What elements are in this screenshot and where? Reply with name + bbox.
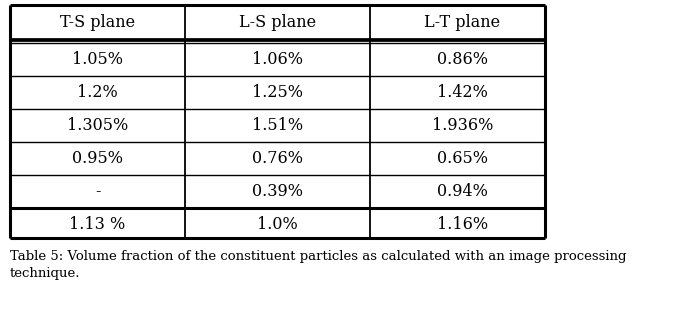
Text: 1.2%: 1.2% xyxy=(77,84,118,101)
Text: 1.16%: 1.16% xyxy=(437,216,488,233)
Text: 0.95%: 0.95% xyxy=(72,150,123,167)
Text: 1.305%: 1.305% xyxy=(67,117,128,134)
Text: L-S plane: L-S plane xyxy=(239,14,316,31)
Text: 1.936%: 1.936% xyxy=(432,117,493,134)
Text: 1.0%: 1.0% xyxy=(257,216,298,233)
Text: 0.39%: 0.39% xyxy=(252,183,303,200)
Text: 1.13 %: 1.13 % xyxy=(70,216,125,233)
Text: T-S plane: T-S plane xyxy=(60,14,135,31)
Text: 1.51%: 1.51% xyxy=(252,117,303,134)
Text: 0.65%: 0.65% xyxy=(437,150,488,167)
Text: 1.05%: 1.05% xyxy=(72,51,123,68)
Text: 1.25%: 1.25% xyxy=(252,84,303,101)
Text: 0.94%: 0.94% xyxy=(437,183,488,200)
Text: 0.86%: 0.86% xyxy=(437,51,488,68)
Text: 1.06%: 1.06% xyxy=(252,51,303,68)
Text: Table 5: Volume fraction of the constituent particles as calculated with an imag: Table 5: Volume fraction of the constitu… xyxy=(10,250,626,280)
Text: 1.42%: 1.42% xyxy=(437,84,488,101)
Text: -: - xyxy=(95,183,100,200)
Text: L-T plane: L-T plane xyxy=(425,14,500,31)
Text: 0.76%: 0.76% xyxy=(252,150,303,167)
